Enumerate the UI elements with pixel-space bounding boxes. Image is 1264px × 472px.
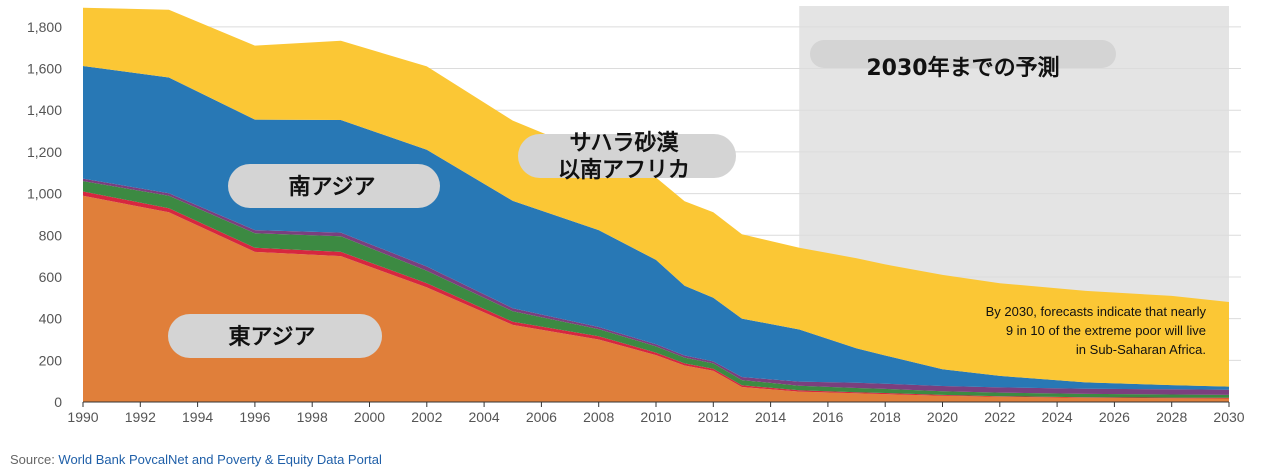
forecast-note-line3: in Sub-Saharan Africa. <box>1076 342 1206 357</box>
south-asia-label: 南アジア <box>288 175 375 200</box>
x-tick-label: 1998 <box>297 409 328 425</box>
sub-saharan-label-pill <box>518 134 736 178</box>
y-tick-label: 1,600 <box>27 61 62 77</box>
x-tick-label: 2002 <box>411 409 442 425</box>
x-tick-label: 2028 <box>1156 409 1187 425</box>
x-tick-label: 2004 <box>469 409 500 425</box>
x-tick-label: 2006 <box>526 409 557 425</box>
x-tick-label: 2022 <box>984 409 1015 425</box>
south-asia-label-pill <box>228 164 440 208</box>
y-tick-label: 0 <box>54 394 62 410</box>
east-asia-label: 東アジア <box>228 325 315 350</box>
poverty-area-chart: 0 200 400 600 800 1,000 1,200 1,400 1,600 1,800 19… <box>27 6 1245 425</box>
series-area-south-asia <box>83 66 1229 390</box>
x-tick-label: 1996 <box>239 409 270 425</box>
x-tick-label: 2018 <box>870 409 901 425</box>
source-prefix: Source: <box>10 452 59 467</box>
y-tick-label: 400 <box>39 311 63 327</box>
y-tick-label: 200 <box>39 352 63 368</box>
sub-saharan-label-line2: 以南アフリカ <box>558 158 690 183</box>
forecast-label: 2030年までの予測 <box>866 55 1059 81</box>
east-asia-label-pill <box>168 314 382 358</box>
x-tick-label: 2016 <box>812 409 843 425</box>
y-tick-label: 1,000 <box>27 186 62 202</box>
x-tick-label: 2012 <box>698 409 729 425</box>
x-tick-label: 2024 <box>1042 409 1073 425</box>
y-tick-label: 1,400 <box>27 102 62 118</box>
y-tick-label: 800 <box>39 227 63 243</box>
sub-saharan-label-line1: サハラ砂漠 <box>569 130 679 156</box>
series-area-sub-saharan-africa <box>83 7 1229 387</box>
x-tick-label: 2010 <box>640 409 671 425</box>
x-tick-label: 1990 <box>67 409 98 425</box>
x-tick-label: 2014 <box>755 409 786 425</box>
x-tick-label: 2026 <box>1099 409 1130 425</box>
forecast-label-pill <box>810 40 1116 68</box>
x-tick-label: 1992 <box>125 409 156 425</box>
x-tick-label: 2000 <box>354 409 385 425</box>
y-tick-label: 1,800 <box>27 19 62 35</box>
source-line: Source: World Bank PovcalNet and Poverty… <box>10 452 382 467</box>
x-tick-label: 2008 <box>583 409 614 425</box>
source-link[interactable]: World Bank PovcalNet and Poverty & Equit… <box>58 452 382 467</box>
x-tick-label: 2020 <box>927 409 958 425</box>
y-tick-label: 1,200 <box>27 144 62 160</box>
x-tick-label: 1994 <box>182 409 213 425</box>
x-tick-label: 2030 <box>1213 409 1244 425</box>
forecast-note-line1: By 2030, forecasts indicate that nearly <box>986 304 1207 319</box>
y-tick-label: 600 <box>39 269 63 285</box>
forecast-note-line2: 9 in 10 of the extreme poor will live <box>1006 323 1206 338</box>
